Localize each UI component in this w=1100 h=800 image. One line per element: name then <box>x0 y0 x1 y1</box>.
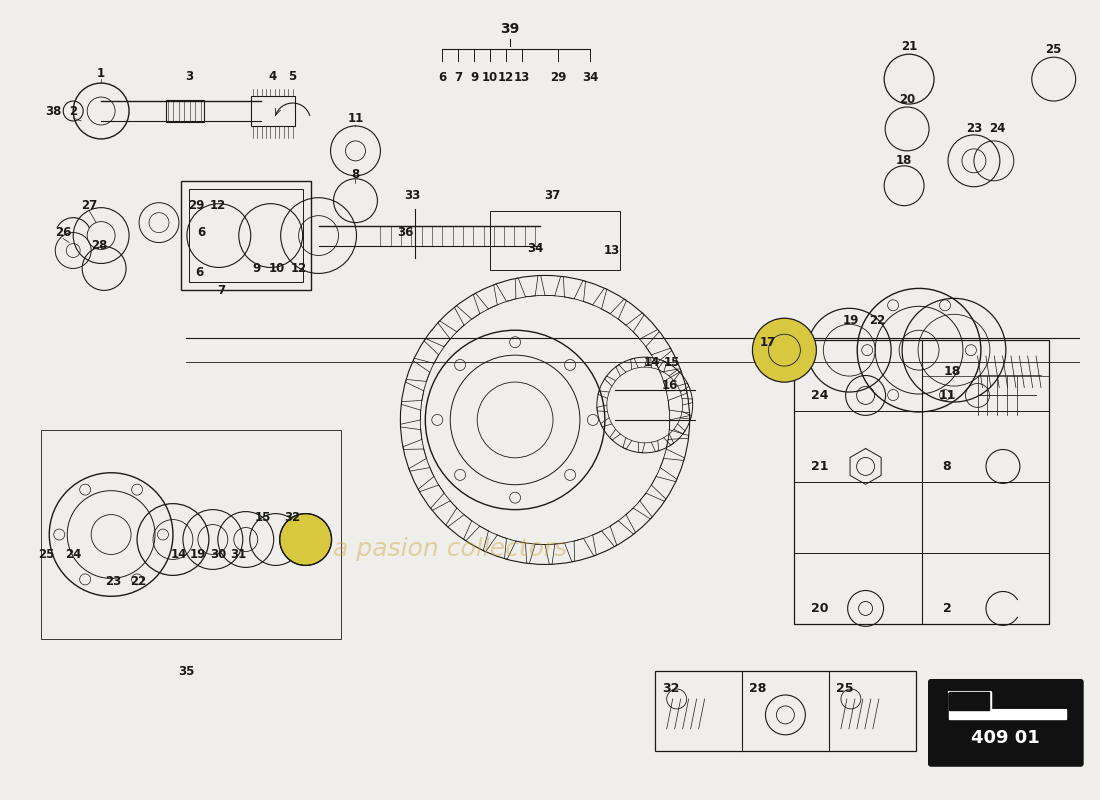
Text: 16: 16 <box>661 378 678 391</box>
Text: 2: 2 <box>943 602 951 615</box>
Text: 8: 8 <box>351 168 360 182</box>
Text: 13: 13 <box>514 70 530 84</box>
Text: 12: 12 <box>498 70 514 84</box>
Text: 15: 15 <box>254 511 271 524</box>
Text: a pasion collectors: a pasion collectors <box>333 538 568 562</box>
Bar <box>491 210 619 270</box>
Text: 14: 14 <box>644 356 660 369</box>
Text: 18: 18 <box>895 154 912 167</box>
Text: 10: 10 <box>482 70 498 84</box>
Text: 32: 32 <box>285 511 300 524</box>
Text: 1: 1 <box>97 66 106 80</box>
Text: 8: 8 <box>943 460 951 473</box>
Text: 36: 36 <box>397 226 414 239</box>
Text: 2: 2 <box>69 105 77 118</box>
Bar <box>166 100 204 122</box>
Text: 19: 19 <box>189 548 206 561</box>
Text: 29: 29 <box>188 199 205 212</box>
Text: 13: 13 <box>604 244 620 257</box>
Text: 15: 15 <box>663 356 680 369</box>
Text: 23: 23 <box>966 122 982 135</box>
Text: 29: 29 <box>550 70 566 84</box>
Bar <box>794 340 1048 624</box>
Text: 6: 6 <box>197 226 205 239</box>
Circle shape <box>752 318 816 382</box>
Polygon shape <box>949 692 989 710</box>
Circle shape <box>279 514 331 566</box>
Text: 6: 6 <box>438 70 447 84</box>
Text: 35: 35 <box>178 665 194 678</box>
Text: 12: 12 <box>290 262 307 275</box>
Text: 27: 27 <box>81 199 97 212</box>
Circle shape <box>752 318 816 382</box>
Text: 409 01: 409 01 <box>971 729 1041 746</box>
Text: 9: 9 <box>253 262 261 275</box>
Text: 20: 20 <box>899 93 915 106</box>
Bar <box>180 181 310 290</box>
Text: 30: 30 <box>210 548 225 561</box>
Text: 28: 28 <box>749 682 767 695</box>
Text: 12: 12 <box>210 199 225 212</box>
Text: 34: 34 <box>527 242 543 255</box>
Text: 24: 24 <box>811 389 828 402</box>
Text: 21: 21 <box>811 460 828 473</box>
Text: 38: 38 <box>45 105 62 118</box>
Text: 25: 25 <box>39 548 55 561</box>
Text: 34: 34 <box>582 70 598 84</box>
Text: 17: 17 <box>759 336 775 349</box>
Bar <box>654 671 916 750</box>
Text: 26: 26 <box>55 226 72 239</box>
Text: 25: 25 <box>1045 42 1062 56</box>
Text: 7: 7 <box>454 70 462 84</box>
Text: 6: 6 <box>195 266 204 279</box>
Text: 20: 20 <box>811 602 828 615</box>
Polygon shape <box>949 692 1066 718</box>
Text: 24: 24 <box>989 122 1005 135</box>
Text: 22: 22 <box>130 575 146 588</box>
Text: 4: 4 <box>268 70 277 82</box>
Text: 21: 21 <box>901 40 917 53</box>
Text: 18: 18 <box>944 366 960 378</box>
Text: 10: 10 <box>268 262 285 275</box>
Text: 31: 31 <box>231 548 246 561</box>
Text: 23: 23 <box>104 575 121 588</box>
Text: 39: 39 <box>500 22 519 36</box>
Text: 37: 37 <box>543 190 560 202</box>
Text: 11: 11 <box>348 113 364 126</box>
Text: 19: 19 <box>843 314 859 326</box>
Text: 32: 32 <box>662 682 679 695</box>
Text: 22: 22 <box>869 314 886 326</box>
Bar <box>42 430 341 639</box>
Text: 14: 14 <box>170 548 187 561</box>
Text: 7: 7 <box>217 284 224 297</box>
Text: 24: 24 <box>65 548 81 561</box>
Text: 5: 5 <box>288 70 297 82</box>
Text: 33: 33 <box>404 190 420 202</box>
FancyBboxPatch shape <box>930 680 1082 766</box>
Text: 11: 11 <box>938 389 956 402</box>
Text: 3: 3 <box>185 70 192 82</box>
Text: 9: 9 <box>470 70 478 84</box>
Bar <box>189 189 302 282</box>
Text: 25: 25 <box>836 682 854 695</box>
Text: 28: 28 <box>91 239 108 252</box>
Bar <box>251 96 295 126</box>
